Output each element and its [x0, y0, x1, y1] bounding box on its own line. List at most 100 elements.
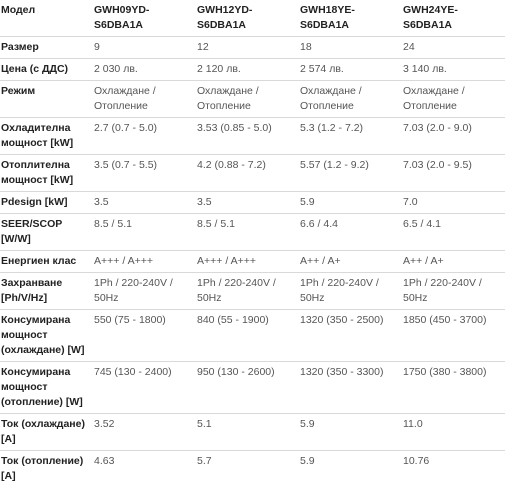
row-label: Консумирана мощност (отопление) [W] [0, 362, 93, 414]
cell-value-line: 5.57 (1.2 - 9.2) [300, 159, 369, 171]
table-cell: 5.9 [299, 414, 402, 451]
row-label-line: SEER/SCOP [W/W] [1, 218, 62, 245]
row-label-line: мощност [kW] [1, 174, 73, 186]
table-cell: Охлаждане /Отопление [196, 81, 299, 118]
table-row: Размер 9 12 18 24 [0, 37, 505, 59]
table-cell: 5.1 [196, 414, 299, 451]
table-cell: 950 (130 - 2600) [196, 362, 299, 414]
table-cell: 8.5 / 5.1 [93, 214, 196, 251]
table-cell: 2 030 лв. [93, 59, 196, 81]
cell-value-line: A++ / A+ [300, 255, 341, 267]
row-label: SEER/SCOP [W/W] [0, 214, 93, 251]
row-label-line: [Ph/V/Hz] [1, 292, 47, 304]
row-label-line: мощност [kW] [1, 137, 73, 149]
table-cell: 3.5 [196, 192, 299, 214]
cell-value-line: 1Ph / 220-240V / [403, 277, 482, 289]
table-cell: 10.76 [402, 451, 505, 487]
table-cell: 1320 (350 - 2500) [299, 310, 402, 362]
table-cell: 7.03 (2.0 - 9.5) [402, 155, 505, 192]
header-model: GWH24YE-S6DBA1A [402, 0, 505, 37]
specs-table-header: Модел GWH09YD-S6DBA1A GWH12YD-S6DBA1A GW… [0, 0, 505, 37]
table-row: Ток (отопление) [A]4.63 5.7 5.9 10.76 [0, 451, 505, 487]
cell-value-line: 7.03 (2.0 - 9.5) [403, 159, 472, 171]
table-cell: 7.03 (2.0 - 9.0) [402, 118, 505, 155]
row-label: Захранване[Ph/V/Hz] [0, 273, 93, 310]
table-cell: 3.5 (0.7 - 5.5) [93, 155, 196, 192]
cell-value-line: 5.9 [300, 455, 315, 467]
row-label: Цена (с ДДС) [0, 59, 93, 81]
cell-value-line: Отопление [300, 100, 354, 112]
cell-value-line: 3 140 лв. [403, 63, 447, 75]
table-cell: 5.3 (1.2 - 7.2) [299, 118, 402, 155]
table-cell: 550 (75 - 1800) [93, 310, 196, 362]
cell-value-line: Охлаждане / [197, 85, 259, 97]
cell-value-line: 6.5 / 4.1 [403, 218, 441, 230]
table-cell: 840 (55 - 1900) [196, 310, 299, 362]
table-cell: 3.5 [93, 192, 196, 214]
row-label-line: (отопление) [W] [1, 396, 83, 408]
header-label: Модел [0, 0, 93, 37]
cell-value-line: 11.0 [403, 418, 423, 430]
cell-value-line: 50Hz [300, 292, 325, 304]
cell-value-line: 10.76 [403, 455, 429, 467]
row-label-line: мощност [1, 381, 48, 393]
cell-value-line: 5.7 [197, 455, 212, 467]
cell-value-line: 18 [300, 41, 312, 53]
cell-value-line: 2.7 (0.7 - 5.0) [94, 122, 157, 134]
cell-value-line: A+++ / A+++ [197, 255, 256, 267]
cell-value-line: A++ / A+ [403, 255, 444, 267]
cell-value-line: 3.5 (0.7 - 5.5) [94, 159, 157, 171]
table-cell: 5.9 [299, 192, 402, 214]
table-cell: 1320 (350 - 3300) [299, 362, 402, 414]
header-model: GWH09YD-S6DBA1A [93, 0, 196, 37]
header-model: GWH12YD-S6DBA1A [196, 0, 299, 37]
cell-value-line: 50Hz [94, 292, 119, 304]
cell-value-line: 5.1 [197, 418, 212, 430]
cell-value-line: 12 [197, 41, 209, 53]
cell-value-line: 4.2 (0.88 - 7.2) [197, 159, 266, 171]
cell-value-line: 1850 (450 - 3700) [403, 314, 486, 326]
row-label: Режим [0, 81, 93, 118]
table-cell: 4.2 (0.88 - 7.2) [196, 155, 299, 192]
table-cell: 24 [402, 37, 505, 59]
table-cell: 2 120 лв. [196, 59, 299, 81]
cell-value-line: 1750 (380 - 3800) [403, 366, 486, 378]
table-cell: 1750 (380 - 3800) [402, 362, 505, 414]
row-label-line: Режим [1, 85, 35, 97]
cell-value-line: 550 (75 - 1800) [94, 314, 166, 326]
cell-value-line: Охлаждане / [403, 85, 465, 97]
table-cell: Охлаждане /Отопление [299, 81, 402, 118]
table-cell: 11.0 [402, 414, 505, 451]
row-label-line: (охлаждане) [W] [1, 344, 84, 356]
cell-value-line: 6.6 / 4.4 [300, 218, 338, 230]
row-label-line: Pdesign [kW] [1, 196, 68, 208]
cell-value-line: 4.63 [94, 455, 114, 467]
table-row: Цена (с ДДС)2 030 лв.2 120 лв. 2 574 лв.3… [0, 59, 505, 81]
cell-value-line: 50Hz [197, 292, 222, 304]
table-cell: 1Ph / 220-240V /50Hz [299, 273, 402, 310]
cell-value-line: 8.5 / 5.1 [94, 218, 132, 230]
row-label-line: Размер [1, 41, 39, 53]
table-cell: 9 [93, 37, 196, 59]
cell-value-line: 9 [94, 41, 100, 53]
cell-value-line: 2 120 лв. [197, 63, 241, 75]
cell-value-line: 50Hz [403, 292, 428, 304]
table-cell: Охлаждане /Отопление [93, 81, 196, 118]
cell-value-line: A+++ / A+++ [94, 255, 153, 267]
row-label: Ток (отопление) [A] [0, 451, 93, 487]
cell-value-line: 840 (55 - 1900) [197, 314, 269, 326]
row-label-line: Консумирана [1, 366, 70, 378]
table-cell: 2 574 лв. [299, 59, 402, 81]
table-cell: 1Ph / 220-240V /50Hz [196, 273, 299, 310]
table-cell: 5.57 (1.2 - 9.2) [299, 155, 402, 192]
cell-value-line: 5.9 [300, 196, 315, 208]
cell-value-line: 3.53 (0.85 - 5.0) [197, 122, 272, 134]
